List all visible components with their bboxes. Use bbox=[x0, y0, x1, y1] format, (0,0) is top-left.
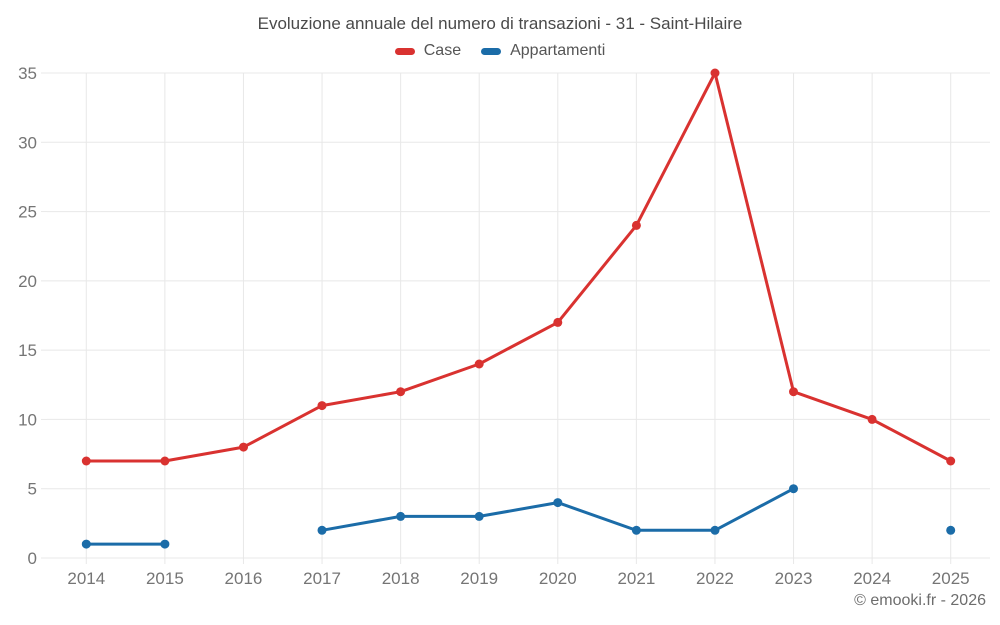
x-axis-tick-label: 2014 bbox=[67, 569, 105, 588]
legend-label-appartamenti: Appartamenti bbox=[510, 42, 606, 59]
x-axis-tick-label: 2022 bbox=[696, 569, 734, 588]
y-axis-tick-label: 20 bbox=[18, 272, 37, 291]
legend-swatch-case bbox=[394, 47, 415, 55]
data-point-appartamenti[interactable] bbox=[710, 525, 720, 535]
copyright-footer: © emooki.fr - 2026 bbox=[854, 592, 986, 609]
x-axis-tick-label: 2015 bbox=[146, 569, 184, 588]
chart-title: Evoluzione annuale del numero di transaz… bbox=[257, 14, 743, 33]
data-point-case[interactable] bbox=[710, 68, 720, 78]
data-point-case[interactable] bbox=[160, 456, 170, 466]
data-point-case[interactable] bbox=[946, 456, 956, 466]
data-point-case[interactable] bbox=[631, 220, 641, 230]
data-point-case[interactable] bbox=[81, 456, 91, 466]
x-axis-tick-label: 2025 bbox=[932, 569, 970, 588]
y-axis-tick-label: 0 bbox=[28, 549, 37, 568]
data-point-appartamenti[interactable] bbox=[553, 498, 563, 508]
data-point-appartamenti[interactable] bbox=[81, 539, 91, 549]
series-line-appartamenti bbox=[86, 489, 950, 544]
y-axis-tick-label: 25 bbox=[18, 203, 37, 222]
series-line-case bbox=[84, 71, 953, 463]
data-point-case[interactable] bbox=[789, 387, 798, 397]
x-axis-tick-label: 2016 bbox=[225, 569, 263, 588]
data-point-appartamenti[interactable] bbox=[474, 511, 484, 521]
data-point-appartamenti[interactable] bbox=[317, 525, 327, 535]
data-point-appartamenti[interactable] bbox=[631, 525, 641, 535]
x-axis-tick-label: 2019 bbox=[460, 569, 498, 588]
legend-item-appartamenti[interactable]: Appartamenti bbox=[481, 42, 605, 60]
data-point-appartamenti[interactable] bbox=[946, 525, 956, 535]
data-point-case[interactable] bbox=[867, 414, 877, 424]
data-point-case[interactable] bbox=[317, 401, 327, 411]
y-axis-tick-label: 30 bbox=[18, 133, 37, 152]
data-point-appartamenti[interactable] bbox=[789, 484, 798, 494]
y-axis-tick-label: 35 bbox=[18, 64, 37, 83]
legend-item-case[interactable]: Case bbox=[394, 42, 462, 60]
data-point-case[interactable] bbox=[239, 442, 248, 452]
y-axis-tick-label: 10 bbox=[18, 410, 37, 429]
data-point-appartamenti[interactable] bbox=[160, 539, 170, 549]
data-point-case[interactable] bbox=[553, 317, 563, 327]
legend-label-case: Case bbox=[423, 42, 462, 59]
data-point-case[interactable] bbox=[474, 359, 484, 369]
data-point-appartamenti[interactable] bbox=[396, 511, 406, 521]
x-axis-tick-label: 2023 bbox=[775, 569, 813, 588]
x-axis-tick-label: 2020 bbox=[539, 569, 577, 588]
x-axis-tick-label: 2017 bbox=[303, 569, 341, 588]
y-axis-tick-label: 5 bbox=[28, 480, 37, 499]
x-axis-tick-label: 2021 bbox=[617, 569, 655, 588]
x-axis-tick-label: 2024 bbox=[853, 569, 891, 588]
x-axis-tick-label: 2018 bbox=[382, 569, 420, 588]
legend-swatch-appartamenti bbox=[481, 47, 502, 55]
chart-legend: Case Appartamenti bbox=[0, 42, 1000, 60]
y-axis-tick-label: 15 bbox=[18, 341, 37, 360]
data-point-case[interactable] bbox=[396, 387, 406, 397]
